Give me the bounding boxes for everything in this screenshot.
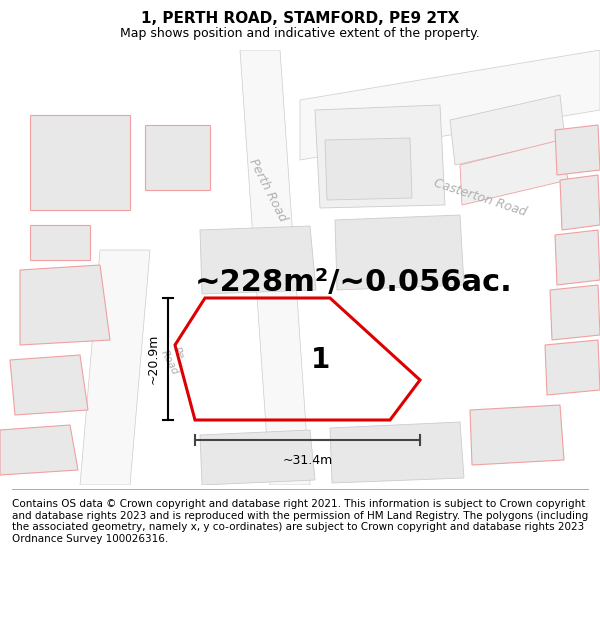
Polygon shape [145,125,210,190]
Polygon shape [450,95,565,165]
Polygon shape [200,226,316,294]
Text: 1: 1 [310,346,329,374]
Polygon shape [300,50,600,160]
Polygon shape [330,422,464,483]
Polygon shape [20,265,110,345]
Text: ~31.4m: ~31.4m [283,454,332,467]
Polygon shape [560,175,600,230]
Polygon shape [555,125,600,175]
Polygon shape [545,340,600,395]
Polygon shape [200,430,315,485]
Polygon shape [470,405,564,465]
Polygon shape [550,285,600,340]
Text: ~228m²/~0.056ac.: ~228m²/~0.056ac. [195,268,513,297]
Text: Casterton Road: Casterton Road [432,177,528,219]
Text: 1, PERTH ROAD, STAMFORD, PE9 2TX: 1, PERTH ROAD, STAMFORD, PE9 2TX [141,11,459,26]
Polygon shape [10,355,88,415]
Polygon shape [335,215,464,290]
Text: Pe...
Road: Pe... Road [160,343,191,377]
Polygon shape [315,105,445,208]
Polygon shape [30,115,130,210]
Polygon shape [240,50,310,485]
Text: Perth Road: Perth Road [247,156,289,224]
Polygon shape [555,230,600,285]
Text: Contains OS data © Crown copyright and database right 2021. This information is : Contains OS data © Crown copyright and d… [12,499,588,544]
Text: ~20.9m: ~20.9m [147,334,160,384]
Polygon shape [80,250,150,485]
Polygon shape [30,225,90,260]
Polygon shape [325,138,412,200]
Polygon shape [0,425,78,475]
Text: Map shows position and indicative extent of the property.: Map shows position and indicative extent… [120,27,480,40]
Polygon shape [460,140,568,205]
